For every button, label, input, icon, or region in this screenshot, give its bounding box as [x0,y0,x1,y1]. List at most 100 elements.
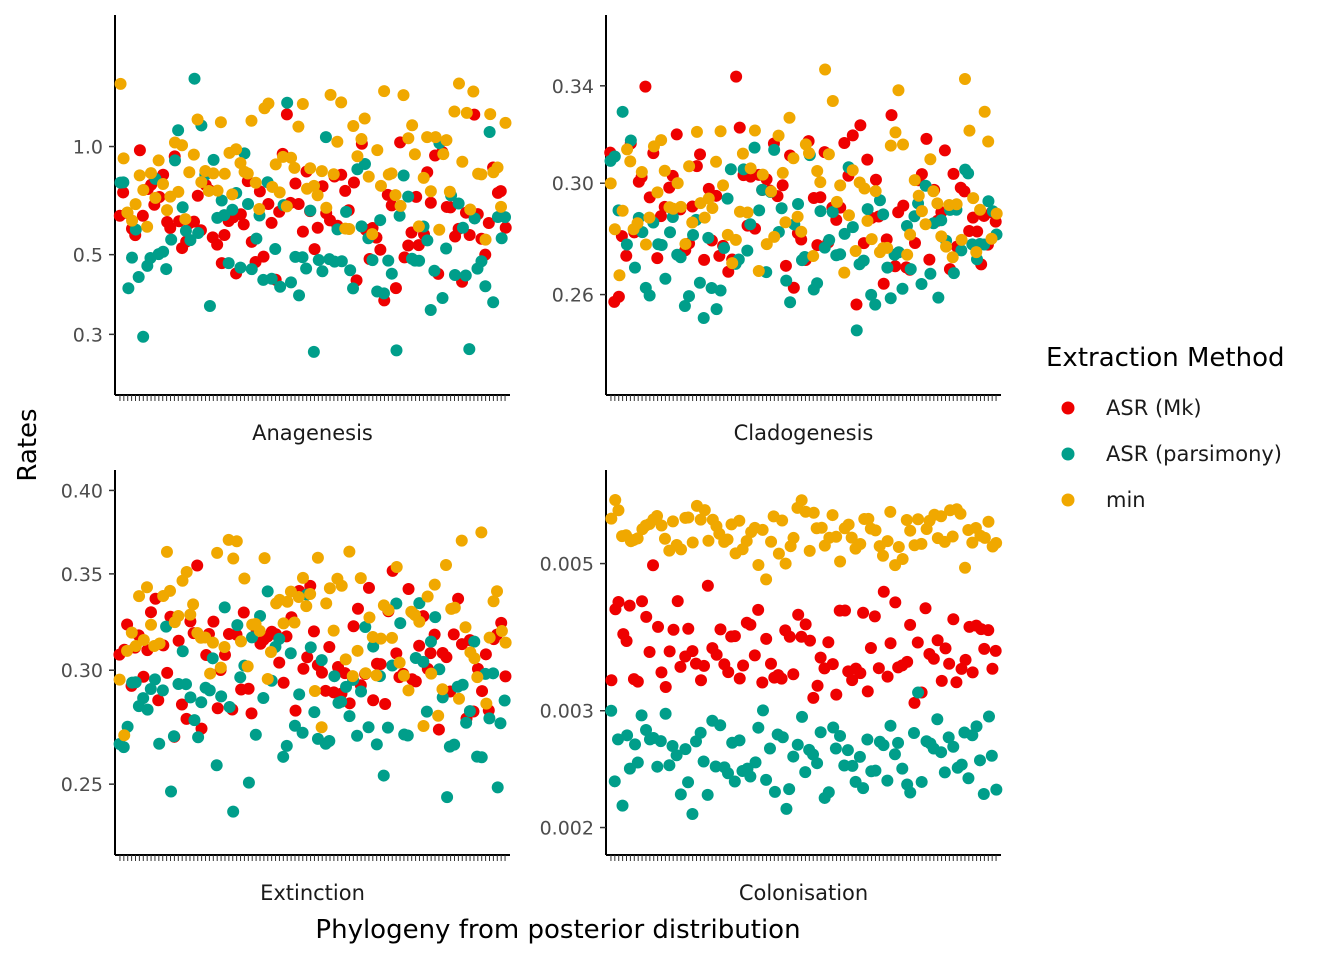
data-point [362,170,375,183]
y-tick-label-anagenesis: 1.0 [73,137,103,159]
data-point [686,536,699,549]
data-point [491,585,504,598]
data-point [714,284,727,297]
data-point [483,126,496,139]
data-point [970,246,983,259]
data-point [728,775,741,788]
data-point [382,604,395,617]
data-point [967,192,980,205]
data-point [420,705,433,718]
data-point [978,642,991,655]
data-point [775,202,788,215]
data-point [640,723,653,736]
data-point [315,666,328,679]
data-point [211,184,224,197]
data-point [904,618,917,631]
data-point [718,241,731,254]
data-point [242,776,255,789]
data-point [768,143,781,156]
data-point [841,744,854,757]
data-point [977,788,990,801]
data-point [184,608,197,621]
data-point [230,535,243,548]
data-point [643,211,656,224]
data-point [483,631,496,644]
data-point [320,201,333,214]
data-point [195,696,208,709]
data-point [752,265,765,278]
data-point [989,644,1002,657]
data-point [819,63,832,76]
data-point [620,634,633,647]
data-point [792,197,805,210]
data-point [468,652,481,665]
data-point [811,679,824,692]
data-point [701,788,714,801]
data-point [942,731,955,744]
data-point [226,203,239,216]
data-point [479,280,492,293]
data-point [160,263,173,276]
data-point [261,585,274,598]
data-point [846,164,859,177]
data-point [176,201,189,214]
data-point [958,72,971,85]
data-point [698,253,711,266]
legend-key-asr-mk [1061,401,1075,415]
legend-label-asr-mk: ASR (Mk) [1106,396,1202,420]
data-point [829,742,842,755]
data-point [787,531,800,544]
data-point [468,635,481,648]
data-point [452,592,465,605]
data-point [686,808,699,821]
data-point [861,685,874,698]
data-point [428,578,441,591]
data-point [292,120,305,133]
data-point [674,788,687,801]
data-point [429,611,442,624]
data-point [285,151,298,164]
data-point [206,652,219,665]
data-point [608,223,621,236]
data-point [366,228,379,241]
data-point [609,494,622,507]
data-point [292,198,305,211]
data-point [370,669,383,682]
data-point [385,167,398,180]
data-point [639,80,652,93]
data-point [640,610,653,623]
data-point [756,676,769,689]
data-point [935,674,948,687]
data-point [424,185,437,198]
data-point [986,662,999,675]
data-point [301,651,314,664]
data-point [296,726,309,739]
data-point [877,277,890,290]
data-point [872,662,885,675]
data-point [931,713,944,726]
data-point [687,228,700,241]
data-point [265,216,278,229]
series-cladogenesis-min [604,63,1003,282]
data-point [227,552,240,565]
data-point [756,168,769,181]
data-point [167,730,180,743]
data-point [908,174,921,187]
x-ticks-colonisation [610,855,997,861]
data-point [651,252,664,265]
data-point [288,616,301,629]
data-point [776,179,789,192]
data-point [195,176,208,189]
data-point [218,167,231,180]
data-point [448,268,461,281]
data-point [440,134,453,147]
data-point [826,658,839,671]
y-tick-label-extinction: 0.40 [61,480,103,502]
data-point [471,671,484,684]
data-point [740,535,753,548]
data-point [137,183,150,196]
data-point [861,153,874,166]
data-point [912,513,925,526]
data-point [760,573,773,586]
data-point [652,620,665,633]
